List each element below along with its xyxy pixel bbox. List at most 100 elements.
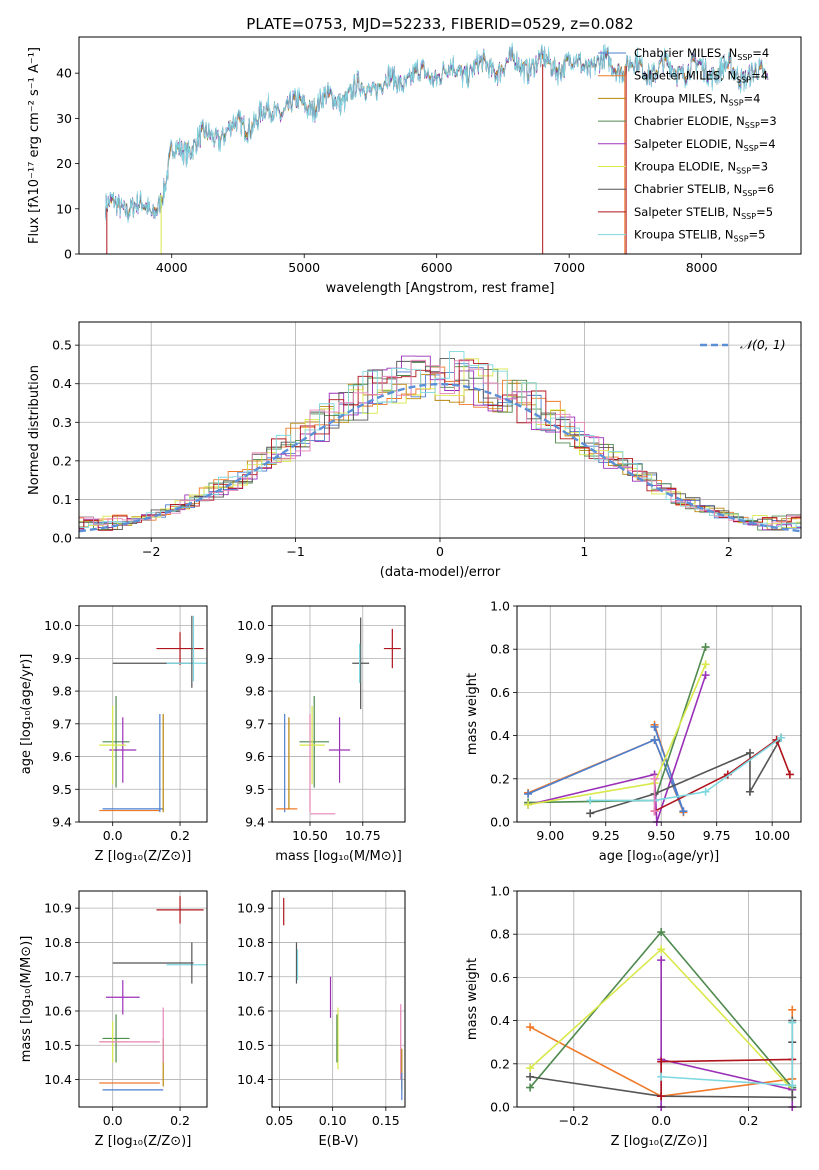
legend-text: Kroupa MILES, N	[634, 91, 729, 105]
legend-value: =5	[749, 228, 766, 242]
x-tick-label: 2	[725, 544, 733, 559]
x-axis-label: Z [log₁₀(Z/Z⊙)]	[611, 1134, 708, 1149]
y-tick-label: 10.6	[237, 1004, 265, 1019]
axes-frame-weight_vs_age	[516, 605, 802, 823]
axes-frame-mass_vs_Z	[78, 890, 208, 1108]
legend-subscript: SSP	[745, 121, 760, 130]
weight-marker-chabrier_stelib	[586, 809, 595, 818]
y-axis-label: Normed distribution	[27, 365, 42, 495]
legend-text: Salpeter MILES, N	[634, 69, 736, 83]
y-tick-label: 1.0	[490, 884, 510, 899]
weight-marker-kroupa_stelib	[788, 1018, 797, 1027]
legend-value: =4	[751, 69, 768, 83]
weight-marker-chabrier_elodie	[657, 928, 666, 937]
x-tick-label: 0.2	[170, 828, 190, 843]
y-tick-label: 9.4	[245, 815, 265, 830]
weight-marker-kroupa_elodie	[524, 800, 533, 809]
legend-value: =6	[757, 182, 774, 196]
y-tick-label: 10.7	[44, 969, 72, 984]
y-tick-label: 9.9	[52, 651, 72, 666]
y-tick-label: 10.0	[44, 618, 72, 633]
x-axis-label: Z [log₁₀(Z/Z⊙)]	[95, 1134, 192, 1149]
x-tick-label: 9.00	[536, 828, 564, 843]
legend-value: =4	[744, 91, 761, 105]
y-tick-label: 10.7	[237, 969, 265, 984]
axes-frame-residuals	[78, 321, 802, 539]
weight-marker-kroupa_stelib	[586, 796, 595, 805]
y-tick-label: 0.0	[490, 1100, 510, 1115]
axes-frame-mass_vs_ebv	[271, 890, 406, 1108]
y-tick-label: 0.4	[490, 1013, 510, 1028]
y-axis-label: Flux [fλ10⁻¹⁷ erg cm⁻² s⁻¹ A⁻¹]	[27, 47, 42, 244]
y-axis-label: mass [log₁₀(M/M⊙)]	[19, 936, 34, 1063]
weight-lines-weight_vs_Z	[526, 928, 797, 1111]
y-tick-label: 10.4	[44, 1072, 72, 1087]
x-tick-label: 0	[436, 544, 444, 559]
legend-subscript: SSP	[741, 212, 756, 221]
axes-mass_vs_Z: 0.0 0.2 10.4 10.5 10.6 10.7 10.8 10.9 Z [log₁₀(Z…	[19, 891, 207, 1149]
weight-marker-kroupa_elodie	[657, 945, 666, 954]
weight-marker-chabrier_stelib	[788, 1093, 797, 1102]
legend-text: Chabrier MILES, N	[634, 46, 737, 60]
axes-spectrum: 4000 5000 6000 7000 8000 0 10 20 30 40 wavelength …	[27, 47, 718, 296]
legend-text: Kroupa STELIB, N	[634, 228, 734, 242]
axes-weight_vs_age: 9.00 9.25 9.50 9.75 10.00 0.0 0.2 0.4 0.6 0.8 1.0 a…	[465, 599, 801, 864]
y-tick-label: 9.9	[245, 651, 265, 666]
legend-value: =3	[751, 160, 768, 174]
y-tick-label: 10.0	[237, 618, 265, 633]
y-tick-label: 20	[56, 156, 72, 171]
weight-marker-kroupa_elodie	[701, 660, 710, 669]
y-tick-label: 10.8	[44, 935, 72, 950]
legend-subscript: SSP	[734, 235, 749, 244]
x-axis-label: mass [log₁₀(M/M⊙)]	[275, 849, 402, 864]
weight-marker-chabrier_stelib	[745, 748, 754, 757]
weight-marker-salpeter_miles	[788, 1005, 797, 1014]
legend-label-salpeter_elodie: Salpeter ELODIE, NSSP=4	[634, 137, 776, 153]
y-tick-label: 9.5	[52, 782, 72, 797]
legend-label-salpeter_miles: Salpeter MILES, NSSP=4	[634, 69, 768, 85]
weight-marker-kroupa_elodie	[526, 1064, 535, 1073]
weight-line-chabrier_stelib	[589, 737, 782, 815]
x-axis-label: wavelength [Angstrom, rest frame]	[326, 281, 555, 296]
weight-marker-chabrier_elodie	[526, 1083, 535, 1092]
spectrum-kroupa_stelib	[105, 42, 769, 224]
y-tick-label: 0.2	[52, 453, 72, 468]
x-tick-label: 0.10	[319, 1113, 347, 1128]
weight-marker-chabrier_stelib	[745, 787, 754, 796]
y-tick-label: 9.8	[52, 684, 72, 699]
legend-label-kroupa_miles: Kroupa MILES, NSSP=4	[634, 91, 760, 107]
y-tick-label: 9.6	[245, 749, 265, 764]
y-tick-label: 10.5	[44, 1038, 72, 1053]
x-tick-label: 0.0	[651, 1113, 671, 1128]
legend-label-normal: 𝒩(0, 1)	[740, 337, 786, 352]
legend-text: Salpeter ELODIE, N	[634, 137, 744, 151]
weight-line-kroupa_stelib	[661, 1022, 794, 1087]
weight-marker-salpeter_elodie	[701, 671, 710, 680]
y-tick-label: 0.0	[490, 815, 510, 830]
legend-label-kroupa_elodie: Kroupa ELODIE, NSSP=3	[634, 160, 768, 176]
x-tick-label: 0.0	[103, 1113, 123, 1128]
x-tick-label: 1	[580, 544, 588, 559]
x-tick-label: 5000	[288, 260, 320, 275]
axes-age_vs_mass: 10.50 10.75 9.4 9.5 9.6 9.7 9.8 9.9 10.0 mass [lo…	[237, 606, 405, 864]
y-tick-label: 0.2	[490, 771, 510, 786]
x-axis-label: E(B-V)	[318, 1134, 358, 1149]
axes-frame-age_vs_mass	[271, 605, 406, 823]
x-tick-label: 0.15	[372, 1113, 400, 1128]
x-tick-label: 10.50	[292, 828, 328, 843]
x-tick-label: 0.2	[739, 1113, 759, 1128]
x-tick-label: 9.75	[703, 828, 731, 843]
y-tick-label: 9.4	[52, 815, 72, 830]
y-tick-label: 0.4	[490, 728, 510, 743]
x-tick-label: 9.25	[592, 828, 620, 843]
weight-marker-kroupa_stelib	[657, 1072, 666, 1081]
figure-title: PLATE=0753, MJD=52233, FIBERID=0529, z=0…	[246, 15, 633, 33]
legend-label-chabrier_stelib: Chabrier STELIB, NSSP=6	[634, 182, 774, 198]
errorbars-age_vs_Z	[99, 615, 207, 813]
y-tick-label: 1.0	[490, 599, 510, 614]
legend-text: Salpeter STELIB, N	[634, 205, 741, 219]
y-tick-label: 0.2	[490, 1056, 510, 1071]
weight-line-kroupa_stelib	[590, 737, 782, 802]
weight-marker-salpeter_miles	[526, 1023, 535, 1032]
